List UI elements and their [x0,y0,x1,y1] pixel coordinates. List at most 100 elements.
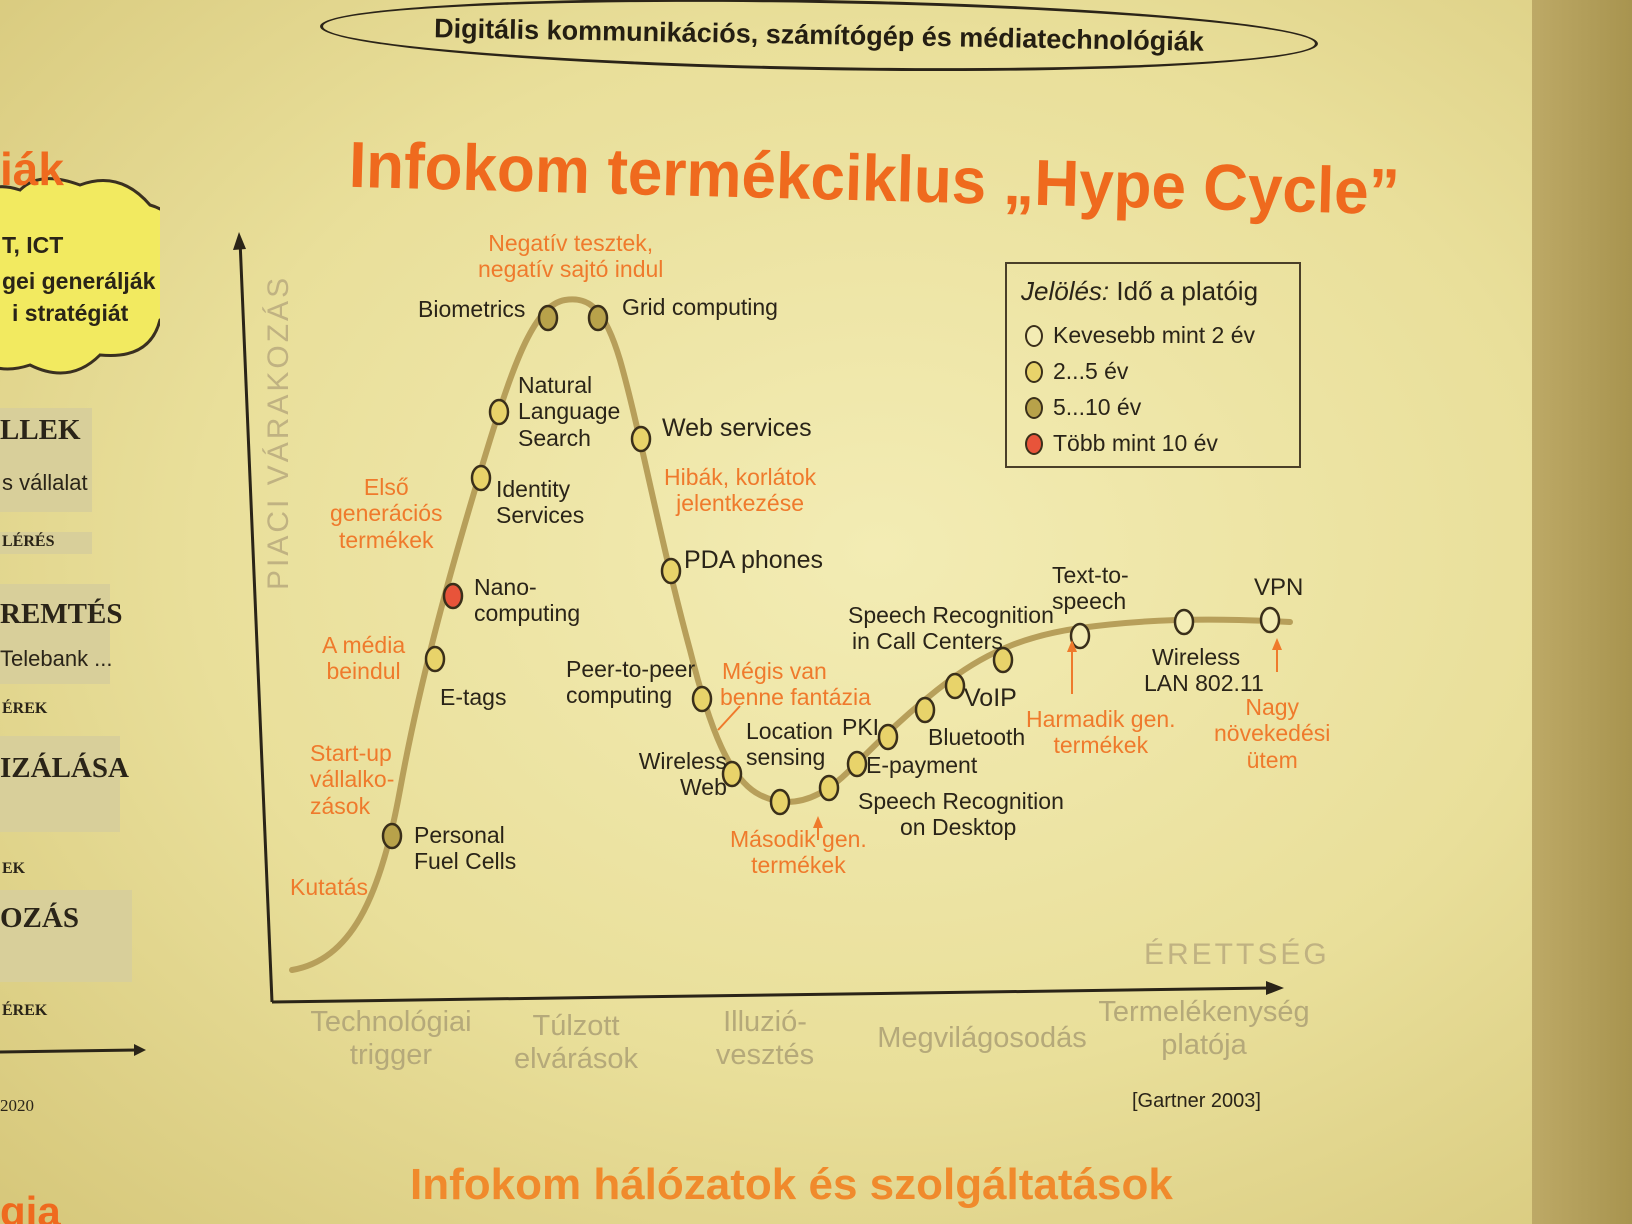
annotation-start-up: Start-up vállalko-zások [310,740,395,819]
phase-plateau: Termelékenység platója [1098,996,1310,1062]
tech-label-pki: PKI [842,714,880,740]
legend-item-under-2: Kevesebb mint 2 év [1025,322,1255,349]
legend-dot-icon [1025,360,1043,383]
tech-label-speech-recognition-desktop: Speech Recognition on Desktop [858,788,1064,841]
wall [1532,0,1632,1224]
tech-marker-nano-computing [442,582,464,610]
tech-marker-web-services [630,425,652,453]
x-axis [271,981,1284,1004]
tech-marker-vpn [1259,606,1281,634]
tech-label-bluetooth: Bluetooth [928,724,1026,750]
left-row-1-head: LLEK [0,414,81,446]
left-box-3 [0,736,120,832]
left-row-2-tag: ÉREK [2,700,48,717]
left-row-1-sub: s vállalat [2,470,88,495]
left-row-4-tag: ÉREK [2,1002,48,1019]
tech-marker-text-to-speech [1069,622,1091,650]
left-row-2-sub: Telebank ... [0,646,113,671]
tech-marker-biometrics [537,304,559,332]
y-axis-label: PIACI VÁRAKOZÁS [262,274,295,590]
x-axis-label: ÉRETTSÉG [1144,938,1330,971]
left-row-2-head: REMTÉS [0,598,123,630]
tech-marker-e-payment [846,750,868,778]
left-row-4-head: OZÁS [0,902,79,934]
annotation-high-growth: Nagy növekedési ütem [1214,694,1331,773]
tech-label-e-payment: E-payment [866,752,978,778]
left-tag-1-bg [0,532,92,554]
tech-label-peer-to-peer: Peer-to-peer computing [566,656,696,709]
left-arrow [0,1044,146,1056]
tech-marker-bluetooth [914,696,936,724]
annotation-errors: Hibák, korlátok jelentkezése [664,464,817,517]
tech-marker-wireless-lan-802-11 [1173,608,1195,636]
cloud-line-2: gei generálják [2,268,156,294]
tech-label-natural-language-search: Natural Language Search [518,372,621,451]
tech-label-speech-recognition-call-centers: Speech Recognition in Call Centers [848,602,1054,655]
left-row-3-head: IZÁLÁSA [0,752,129,784]
cloud-shape [0,177,160,375]
left-box-1 [0,408,92,512]
technology-markers [381,304,1281,850]
annotation-arrows [717,638,1282,840]
tech-label-nano-computing: Nano-computing [474,574,581,627]
tech-label-text-to-speech: Text-to-speech [1052,562,1129,615]
legend-item-2-5: 2...5 év [1025,358,1128,385]
left-box-2 [0,584,110,684]
left-year: 2020 [0,1096,34,1115]
left-row-1-tag: LÉRÉS [2,533,55,550]
tech-marker-grid-computing [587,304,609,332]
cloud-line-1: T, ICT [2,232,64,258]
legend-item-over-10: Több mint 10 év [1025,430,1218,457]
annotation-negative-press: Negatív tesztek, negatív sajtó indul [478,230,664,283]
source-citation: [Gartner 2003] [1132,1090,1261,1112]
annotation-still-promising: Mégis van benne fantázia [720,658,871,711]
tech-label-grid-computing: Grid computing [622,294,778,320]
phase-technology-trigger: Technológiai trigger [310,1006,472,1072]
cloud-title: iák [0,143,64,195]
tech-label-biometrics: Biometrics [418,296,526,322]
phase-disillusionment: Illuzió-vesztés [715,1006,815,1072]
annotation-second-gen: Második gen. termékek [730,826,867,879]
tech-label-location-sensing: Location sensing [746,718,833,771]
tech-label-vpn: VPN [1254,574,1304,601]
tech-marker-location-sensing [769,788,791,816]
tech-label-web-services: Web services [662,414,812,442]
tech-marker-peer-to-peer-computing [691,685,713,713]
tech-label-pda-phones: PDA phones [684,546,823,574]
annotation-media: A média beindul [322,632,406,685]
left-row-3-tag: EK [2,860,26,877]
left-bottom-word: gia [0,1188,61,1224]
tech-marker-e-tags [424,645,446,673]
tech-label-wireless-web: Wireless Web [638,748,727,801]
tech-label-personal-fuel-cells: Personal Fuel Cells [414,822,517,875]
cloud-line-3: i stratégiát [12,300,129,326]
tech-marker-wireless-web [721,760,743,788]
tech-marker-speech-recognition-in-call-centers [992,646,1014,674]
tech-marker-pki [877,723,899,751]
tech-label-e-tags: E-tags [440,684,507,710]
tech-marker-personal-fuel-cells [381,822,403,850]
tech-marker-voip [944,672,966,700]
tech-label-identity-services: Identity Services [496,476,585,529]
legend-dot-icon [1025,432,1043,455]
annotation-first-gen: Első generációs termékek [330,474,443,553]
legend-dot-icon [1025,324,1043,347]
tech-marker-natural-language-search [488,398,510,426]
footer-title: Infokom hálózatok és szolgáltatások [410,1160,1173,1209]
annotation-third-gen: Harmadik gen. termékek [1026,706,1176,759]
left-box-4 [0,890,132,982]
annotation-kutatas: Kutatás [290,874,368,900]
tech-marker-pda-phones [660,557,682,585]
phase-inflated-expectations: Túlzott elvárások [513,1010,639,1076]
legend-title: Jelölés: Idő a platóig [1021,276,1259,306]
legend: Jelölés: Idő a platóig Kevesebb mint 2 é… [1005,262,1301,468]
left-strip: iák T, ICT gei generálják i stratégiát L… [0,0,160,1224]
tech-marker-identity-services [470,464,492,492]
legend-item-5-10: 5...10 év [1025,394,1141,421]
legend-dot-icon [1025,396,1043,419]
tech-label-wireless-lan: Wireless LAN 802.11 [1144,644,1264,697]
phase-enlightenment: Megvilágosodás [877,1022,1087,1054]
tech-label-voip: VoIP [964,684,1017,712]
